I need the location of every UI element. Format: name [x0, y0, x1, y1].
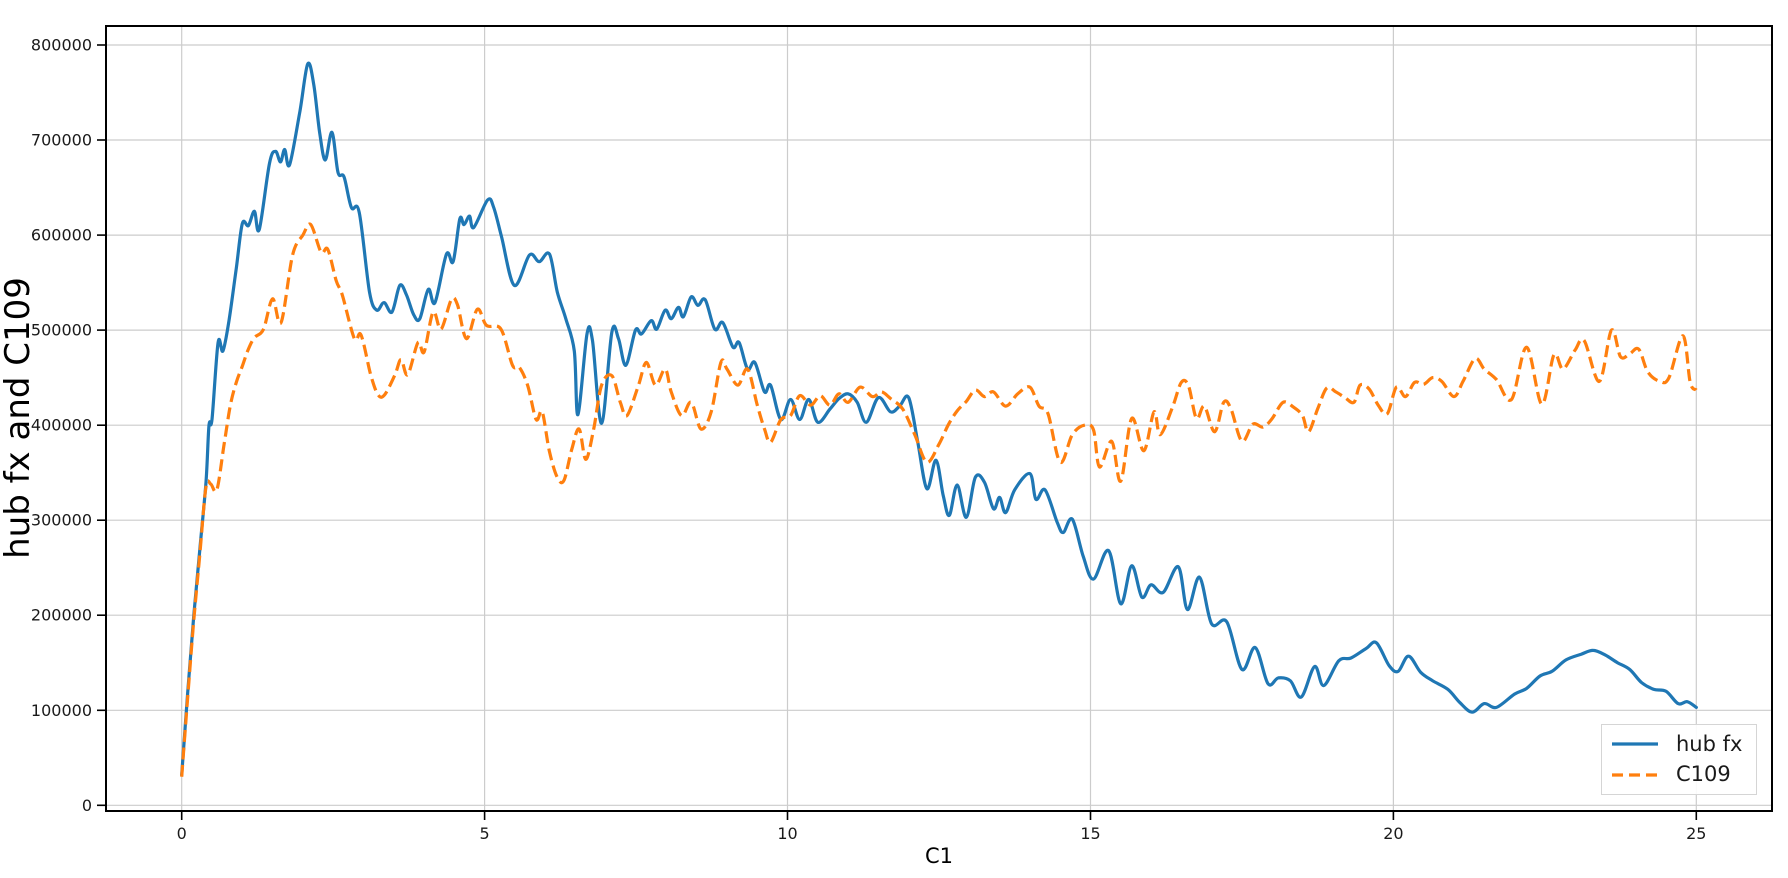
y-tick-label: 600000: [31, 226, 92, 245]
x-tick-label: 25: [1686, 824, 1706, 843]
y-axis-label: hub fx and C109: [0, 277, 38, 559]
series-line-hub-fx: [180, 61, 1698, 777]
x-tick-label: 10: [777, 824, 797, 843]
x-tick-label: 0: [177, 824, 187, 843]
y-tick-label: 800000: [31, 36, 92, 55]
y-tick-label: 0: [82, 796, 92, 815]
y-tick-label: 200000: [31, 606, 92, 625]
y-tick-label: 500000: [31, 321, 92, 340]
x-tick-label: 5: [480, 824, 490, 843]
legend-line-sample-dashed-icon: [1612, 773, 1658, 777]
legend-line-sample-solid-icon: [1612, 742, 1658, 746]
legend-item-c109: C109: [1610, 764, 1748, 785]
y-tick-label: 400000: [31, 416, 92, 435]
y-tick-label: 100000: [31, 701, 92, 720]
series-line-c109: [180, 222, 1698, 777]
legend-label-hub-fx: hub fx: [1676, 731, 1743, 756]
y-tick-label: 300000: [31, 511, 92, 530]
x-axis-label: C1: [924, 844, 954, 868]
x-tick-label: 15: [1080, 824, 1100, 843]
y-tick-label: 700000: [31, 131, 92, 150]
legend-label-c109: C109: [1676, 762, 1731, 787]
legend-item-hub-fx: hub fx: [1610, 731, 1748, 756]
legend: hub fx C109: [1601, 724, 1757, 795]
axes-frame: [105, 25, 1773, 812]
x-tick-label: 20: [1383, 824, 1403, 843]
